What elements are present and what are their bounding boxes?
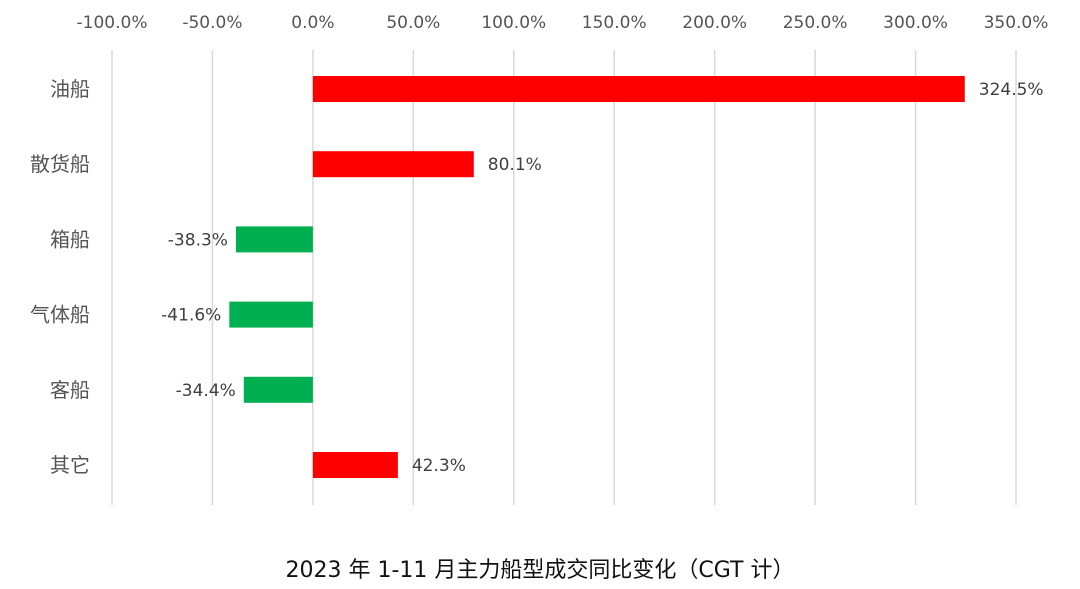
x-tick-label: 250.0% [783,13,848,33]
category-label: 油船 [50,77,90,101]
data-label: 80.1% [488,155,542,175]
data-labels: 324.5% 80.1% -38.3% -41.6% -34.4% 42.3% [161,80,1043,476]
x-tick-label: -50.0% [182,13,242,33]
data-label: 42.3% [412,456,466,476]
bar [235,226,313,253]
data-label: -34.4% [176,381,236,401]
x-tick-label: 300.0% [883,13,948,33]
bars [229,76,965,478]
category-label: 散货船 [30,152,90,176]
category-label: 客船 [50,378,90,402]
data-label: -41.6% [161,306,221,326]
x-tick-label: 350.0% [984,13,1049,33]
category-label: 气体船 [30,303,90,327]
x-tick-label: -100.0% [77,13,148,33]
bar [312,452,398,478]
bar [312,76,965,102]
data-label: 324.5% [979,80,1044,100]
x-axis-ticks: -100.0% -50.0% 0.0% 50.0% 100.0% 150.0% 200.0%… [77,13,1049,33]
bar [312,151,474,178]
x-tick-label: 200.0% [682,13,747,33]
category-label: 箱船 [50,227,90,251]
x-tick-label: 0.0% [291,13,334,33]
grid-lines [111,50,1017,505]
x-tick-label: 150.0% [582,13,647,33]
bar [229,301,313,328]
x-tick-label: 50.0% [386,13,440,33]
data-label: -38.3% [168,230,228,250]
bar [243,376,313,403]
x-tick-label: 100.0% [481,13,546,33]
category-label: 其它 [50,453,90,477]
chart-title: 2023 年 1-11 月主力船型成交同比变化（CGT 计） [285,558,795,583]
